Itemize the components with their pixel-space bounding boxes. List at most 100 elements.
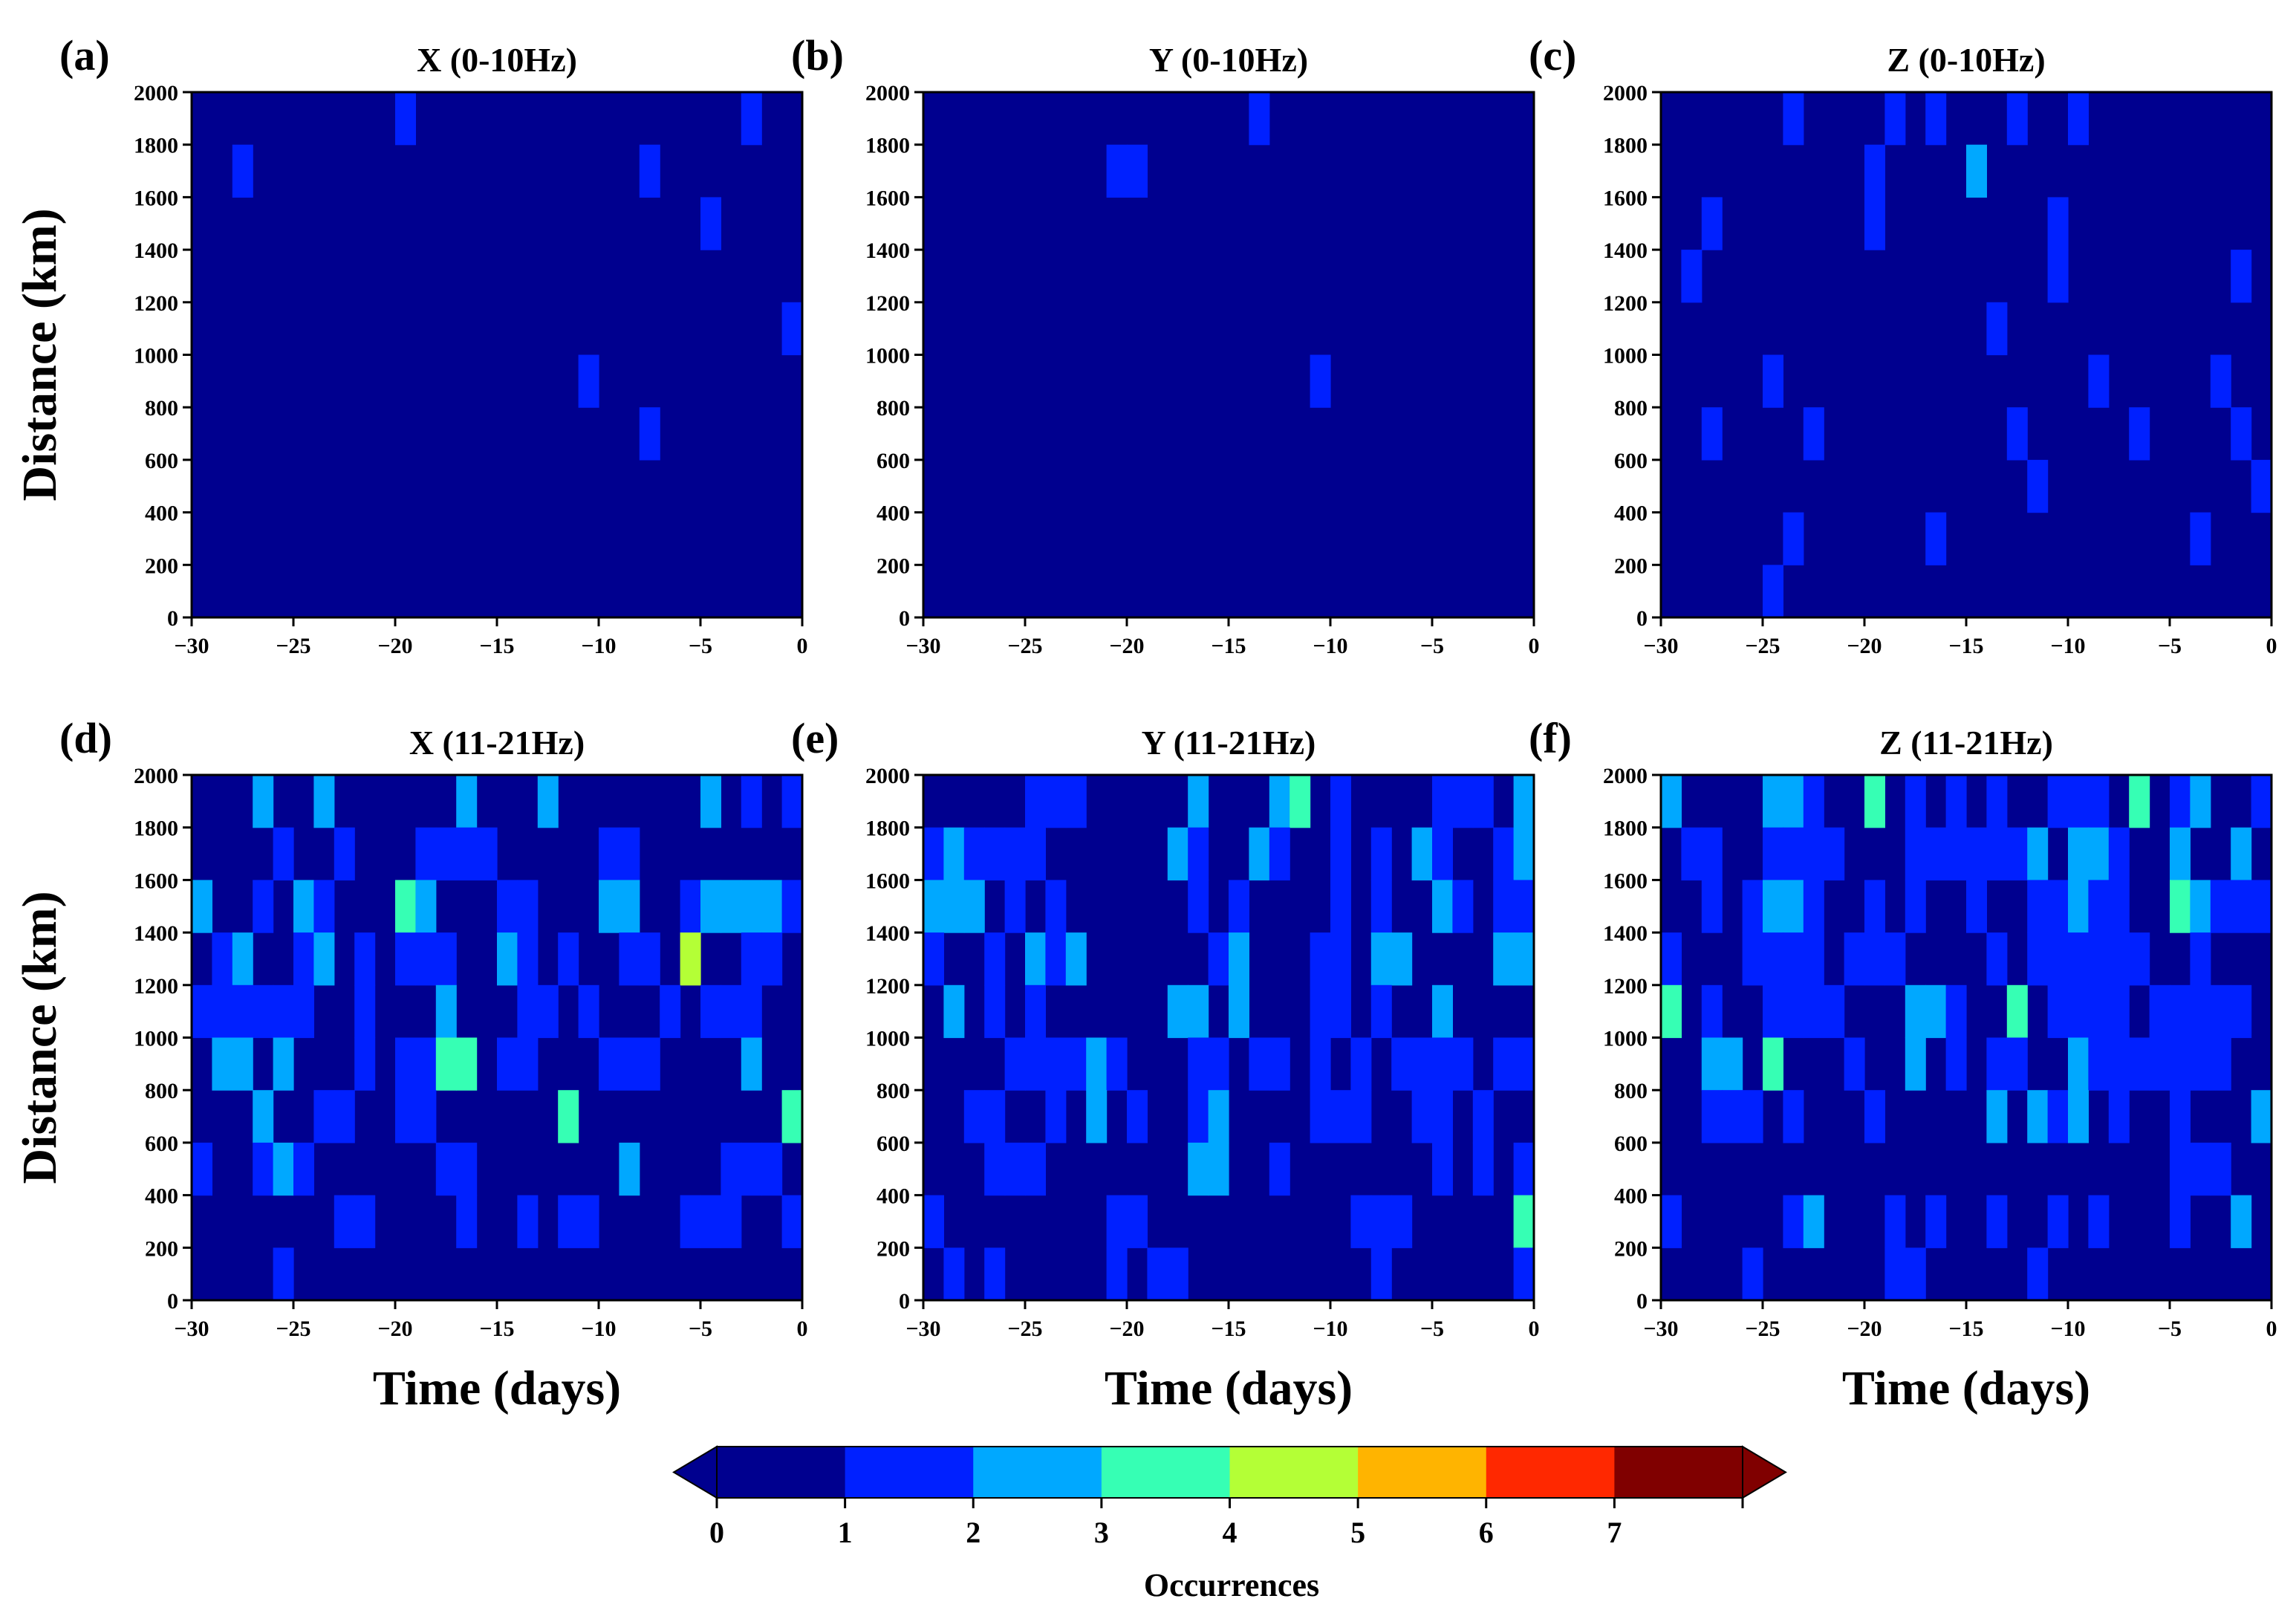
y-tick-label: 2000 <box>134 764 178 788</box>
heatmap-cell <box>1763 354 1783 408</box>
panel-f: −30 −25 −20 −15 −10 −5 0 0 200 400 600 800 1000 1200 1… <box>1529 714 2277 1415</box>
panels: −30 −25 −20 −15 −10 −5 0 0 200 400 600 800 1000 1200 1… <box>13 31 2277 1415</box>
panel-letter: (c) <box>1529 31 1576 79</box>
heatmap-cell <box>2006 827 2028 880</box>
heatmap-cell <box>2129 1037 2150 1091</box>
heatmap-cell <box>741 775 762 828</box>
heatmap-cell <box>2088 1195 2110 1248</box>
heatmap-cell <box>1884 92 1906 146</box>
heatmap-cell <box>1127 1195 1148 1248</box>
heatmap-cell <box>435 1037 457 1091</box>
heatmap-cell <box>619 1037 640 1091</box>
heatmap-cell <box>2006 407 2028 461</box>
x-tick-label: −5 <box>689 634 712 658</box>
heatmap-cell <box>721 1195 742 1248</box>
heatmap-cell <box>2047 880 2069 933</box>
heatmap-cell <box>273 984 294 1039</box>
heatmap-cell <box>232 1037 253 1091</box>
colorbar-tick-label: 6 <box>1479 1516 1494 1549</box>
heatmap-cell <box>1330 880 1351 933</box>
heatmap-cell <box>1411 827 1433 880</box>
heatmap-cell <box>1127 144 1148 198</box>
colorbar-swatch <box>1229 1447 1359 1498</box>
heatmap-cell <box>456 1195 478 1248</box>
heatmap-cell <box>1147 1247 1168 1301</box>
heatmap-cell <box>293 880 314 933</box>
y-tick-label: 200 <box>1614 1236 1648 1261</box>
heatmap-cell <box>1310 1090 1331 1143</box>
heatmap-cell <box>2068 1037 2089 1091</box>
heatmap-cell <box>1350 1090 1372 1143</box>
heatmap-cell <box>781 1195 803 1248</box>
heatmap-cell <box>1513 1247 1535 1301</box>
y-tick-label: 0 <box>899 606 910 631</box>
heatmap-cell <box>2088 775 2110 828</box>
heatmap-cell <box>741 932 762 986</box>
heatmap-cell <box>2170 984 2191 1039</box>
heatmap-cell <box>619 880 640 933</box>
heatmap-cell <box>334 1195 355 1248</box>
heatmap-cell <box>253 1142 274 1196</box>
heatmap-cell <box>273 1142 294 1196</box>
heatmap-cell <box>313 1090 335 1143</box>
heatmap-cell <box>2170 775 2191 828</box>
heatmap-cell <box>1803 775 1824 828</box>
heatmap-cell <box>2027 459 2049 513</box>
heatmap-cell <box>700 880 721 933</box>
heatmap-cell <box>660 984 681 1039</box>
x-tick-label: −15 <box>1211 634 1246 658</box>
y-tick-label: 800 <box>1614 396 1648 421</box>
heatmap-cell <box>1783 932 1804 986</box>
y-tick-label: 800 <box>877 396 910 421</box>
heatmap-cell <box>1432 984 1453 1039</box>
x-tick-label: −5 <box>2158 1317 2182 1341</box>
heatmap-cell <box>1269 827 1290 880</box>
heatmap-cell <box>1722 1090 1743 1143</box>
panel-title: Z (11-21Hz) <box>1879 724 2053 762</box>
heatmap-cell <box>1004 1037 1026 1091</box>
y-tick-label: 600 <box>877 449 910 473</box>
y-tick-label: 1200 <box>865 974 910 999</box>
heatmap-cell <box>517 932 539 986</box>
heatmap-cell <box>578 984 599 1039</box>
heatmap-cell <box>578 354 599 408</box>
heatmap-cell <box>639 1037 660 1091</box>
y-axis-label: Distance (km) <box>13 891 67 1184</box>
heatmap-cell <box>2108 1037 2130 1091</box>
heatmap-cell <box>2088 1037 2110 1091</box>
x-tick-label: −20 <box>377 634 412 658</box>
heatmap-cell <box>1432 1090 1453 1143</box>
panel-background <box>192 92 802 617</box>
heatmap-cell <box>517 984 539 1039</box>
heatmap-cell <box>1513 1142 1535 1196</box>
heatmap-cell <box>1290 775 1311 828</box>
heatmap-cell <box>741 984 762 1039</box>
y-tick-label: 600 <box>877 1132 910 1156</box>
y-tick-label: 1400 <box>1603 921 1648 946</box>
heatmap-cell <box>1763 984 1783 1039</box>
y-tick-label: 2000 <box>865 81 910 106</box>
x-tick-label: −25 <box>276 1317 310 1341</box>
heatmap-cell <box>435 932 457 986</box>
y-tick-label: 1000 <box>865 344 910 369</box>
heatmap-cell <box>1661 984 1682 1039</box>
heatmap-cell <box>619 1142 640 1196</box>
heatmap-cell <box>1065 932 1087 986</box>
heatmap-cell <box>1783 984 1804 1039</box>
heatmap-cell <box>741 1037 762 1091</box>
x-tick-label: 0 <box>797 634 808 658</box>
heatmap-cell <box>1803 880 1824 933</box>
heatmap-cell <box>1742 932 1763 986</box>
y-tick-label: 600 <box>1614 449 1648 473</box>
heatmap-cell <box>192 880 212 933</box>
heatmap-cell <box>1701 880 1723 933</box>
heatmap-cell <box>2108 827 2130 880</box>
heatmap-cell <box>2047 932 2069 986</box>
heatmap-cell <box>2170 1195 2191 1248</box>
heatmap-cell <box>1249 1037 1270 1091</box>
heatmap-cell <box>1004 827 1026 880</box>
heatmap-cell <box>1269 775 1290 828</box>
heatmap-cell <box>2108 984 2130 1039</box>
x-tick-label: 0 <box>1529 1317 1540 1341</box>
heatmap-cell <box>700 775 721 828</box>
